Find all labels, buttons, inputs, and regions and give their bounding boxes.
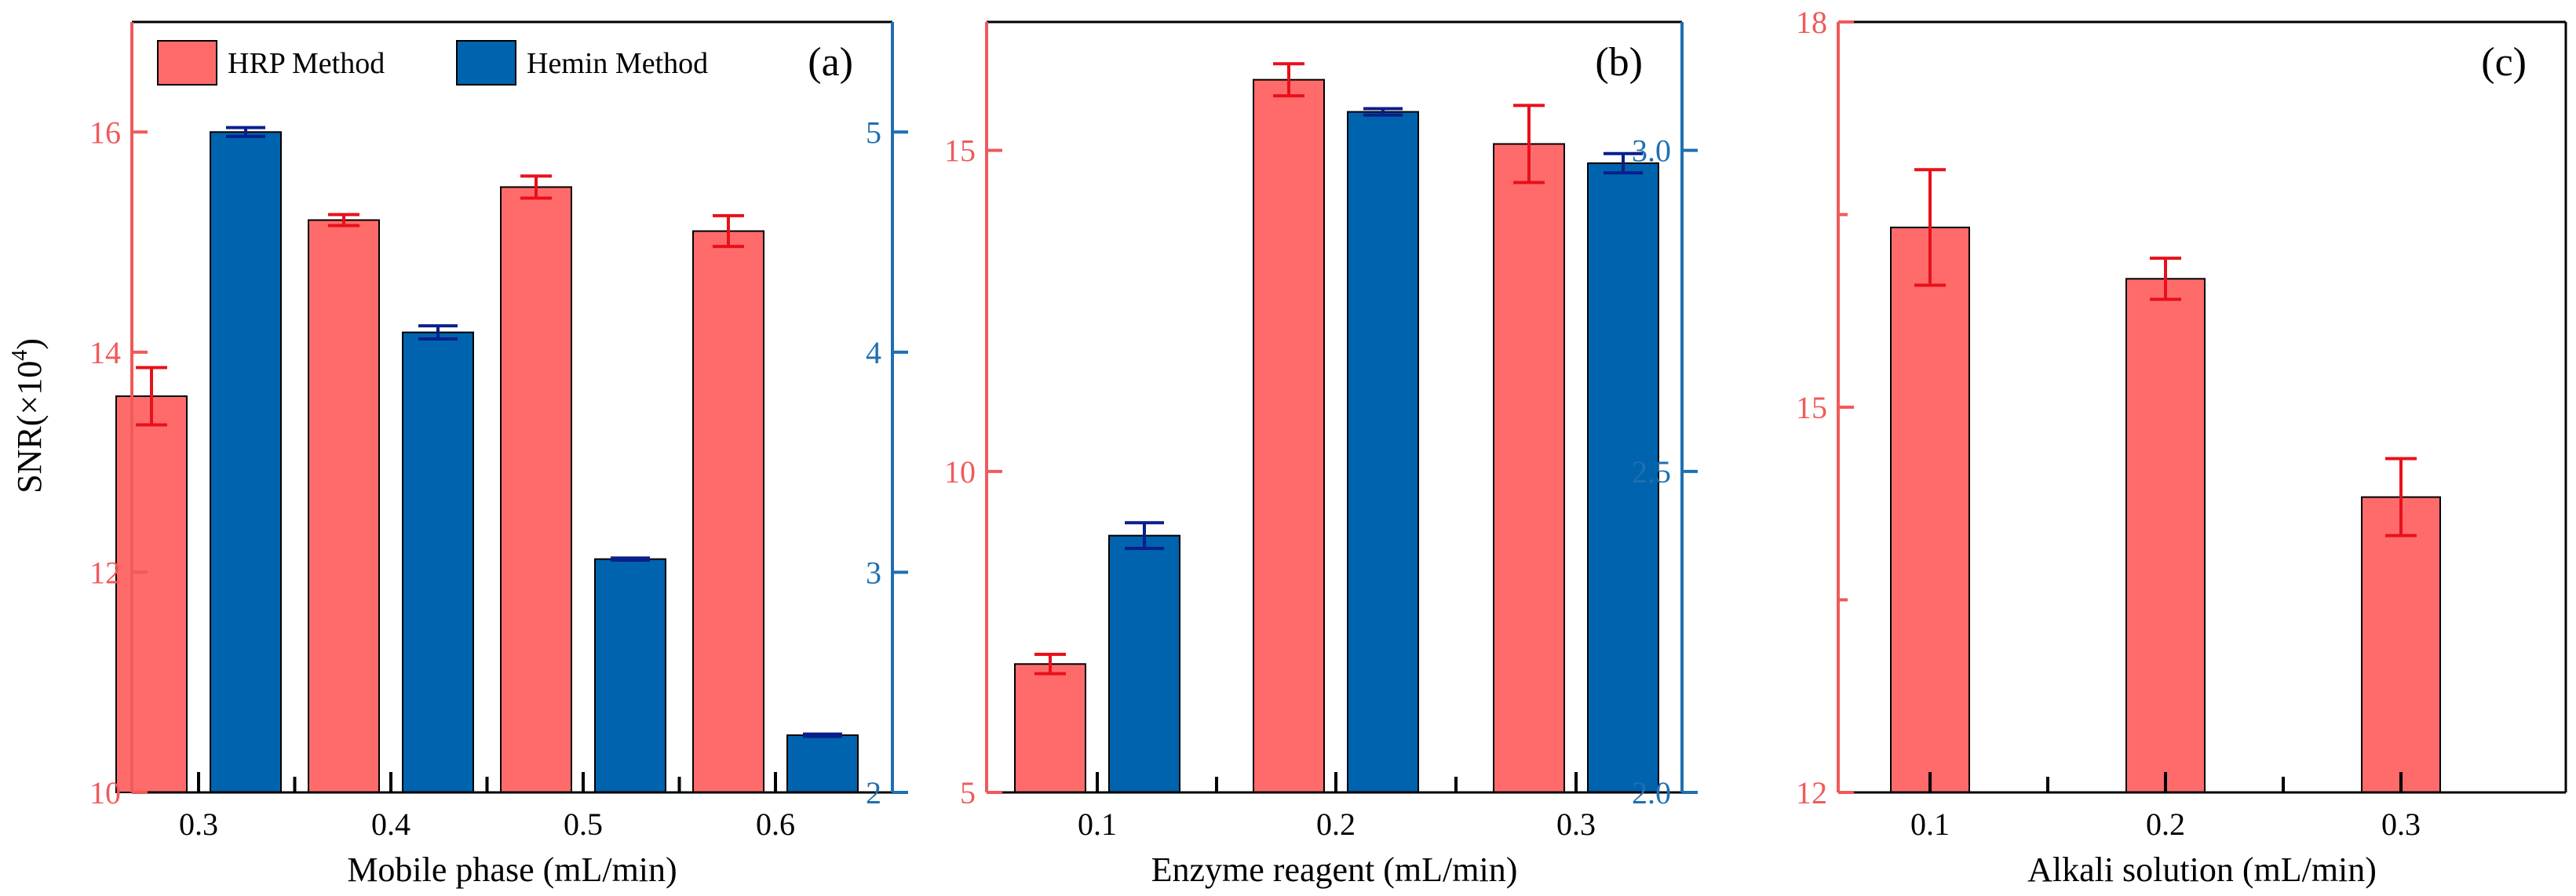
legend-label-hemin: Hemin Method [527,47,708,80]
legend-label-hrp: HRP Method [228,47,385,80]
y-right-tick-label: 4 [866,335,881,370]
bar-hemin [786,734,859,794]
y-left-tick-label: 10 [89,775,121,810]
bar-hemin [402,331,474,793]
x-tick-label: 0.1 [1910,807,1950,842]
legend: HRP Method Hemin Method [157,40,708,86]
x-tick-label: 0.2 [1316,807,1356,842]
panel-label: (b) [1595,40,1643,85]
y-left-tick-label: 16 [89,115,121,150]
bar-hrp [1890,226,1970,794]
bar-hrp [2361,496,2441,793]
x-tick-label: 0.5 [564,807,603,842]
x-axis-title: Alkali solution (mL/min) [2027,850,2377,889]
y-axis-title-text: SNR(×10 [10,361,49,494]
y-axis-title-exponent: 4 [8,350,32,361]
x-axis-title: Enzyme reagent (mL/min) [1151,850,1518,889]
chart-panel-2: 5 10 15 2.0 2.5 3.0 0.1 0.2 0.3 Enzyme reagent (m… [944,20,1698,889]
bar-hrp [1493,143,1565,793]
x-tick-label: 0.3 [1556,807,1596,842]
y-right-tick-label: 2.0 [1632,775,1671,810]
y-left-tick-label: 5 [960,775,976,810]
bar-hrp [115,395,188,793]
bar-hemin [1347,111,1419,794]
bar-hrp [1014,663,1086,793]
y-left-tick-label: 18 [1796,5,1827,40]
bar-hrp [692,230,764,793]
x-tick-label: 0.4 [371,807,410,842]
legend-swatch-hemin [456,40,516,86]
x-axis-title: Mobile phase (mL/min) [347,850,677,889]
bar-hemin [1587,162,1659,794]
y-right-tick-label: 2 [866,775,881,810]
y-right-tick-label: 3 [866,555,881,590]
x-tick-label: 0.1 [1078,807,1117,842]
bar-hemin [210,131,282,794]
bar-hrp [500,186,572,793]
legend-swatch-hrp [157,40,217,86]
bar-hrp [308,219,380,793]
y-right-tick-label: 3.0 [1632,133,1671,169]
panel-label: (a) [808,40,853,85]
chart-panel-1: 10 12 14 16 2 3 4 5 0.3 0.4 0.5 0.6 Mobile phase (mL… [89,20,908,889]
y-left-tick-label: 15 [1796,390,1827,425]
bar-hrp [1253,78,1325,793]
y-axis-title: SNR(×104) [8,338,49,494]
y-right-tick-label: 2.5 [1632,454,1671,490]
bar-hrp [2125,278,2206,794]
x-tick-label: 0.2 [2146,807,2185,842]
y-left-tick-label: 12 [1796,775,1827,810]
panel-label: (c) [2481,40,2527,85]
y-left-tick-label: 10 [944,454,976,490]
y-axis-title-close: ) [10,338,49,350]
x-tick-label: 0.3 [179,807,218,842]
x-tick-label: 0.3 [2381,807,2421,842]
y-left-tick-label: 15 [944,133,976,169]
x-tick-label: 0.6 [756,807,795,842]
y-left-tick-label: 14 [89,335,121,370]
y-left-tick-label: 12 [89,555,121,590]
y-right-tick-label: 5 [866,115,881,150]
bar-hemin [594,558,666,793]
bar-hemin [1108,534,1180,794]
